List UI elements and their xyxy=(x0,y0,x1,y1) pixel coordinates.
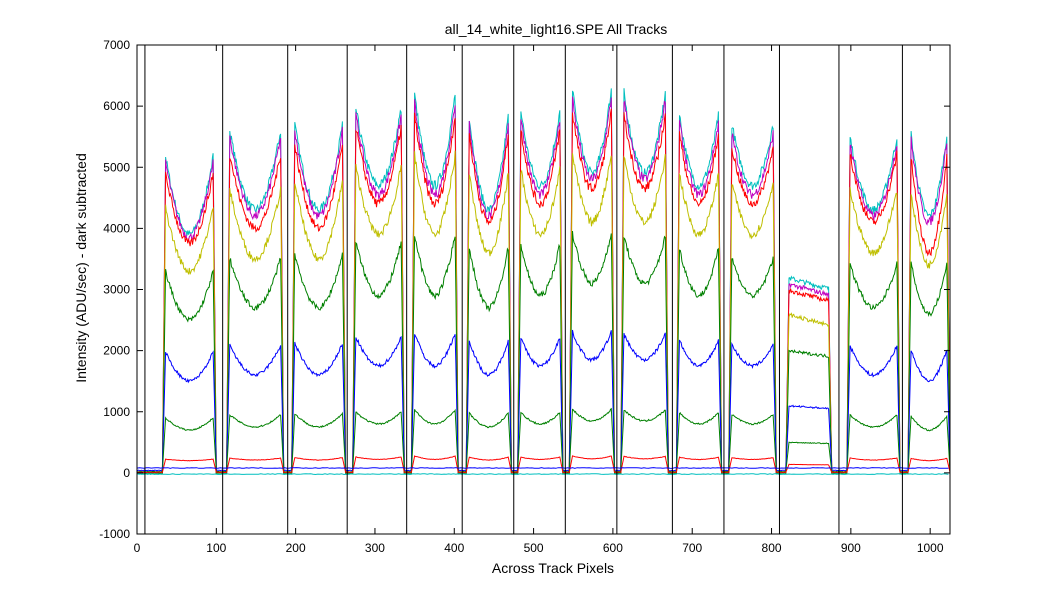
x-tick-label: 100 xyxy=(206,541,226,555)
y-axis-title: Intensity (ADU/sec) - dark subtracted xyxy=(73,153,89,383)
x-tick-label: 300 xyxy=(365,541,385,555)
series-line-2 xyxy=(136,96,951,474)
y-tick-label: 2000 xyxy=(103,344,130,358)
x-tick-label: 600 xyxy=(603,541,623,555)
y-tick-label: 1000 xyxy=(103,405,130,419)
y-axis: -1000 0 1000 2000 3000 4000 5000 6000 7000 xyxy=(99,38,950,541)
series-line-4 xyxy=(136,150,951,474)
baseline-line-2 xyxy=(136,473,949,476)
y-tick-label: 3000 xyxy=(103,283,130,297)
x-tick-label: 200 xyxy=(286,541,306,555)
x-tick-label: 500 xyxy=(524,541,544,555)
x-tick-label: 0 xyxy=(134,541,141,555)
x-tick-label: 900 xyxy=(841,541,861,555)
y-tick-label: 0 xyxy=(123,466,130,480)
y-tick-label: 6000 xyxy=(103,99,130,113)
x-axis-title: Across Track Pixels xyxy=(492,560,614,576)
plot-frame xyxy=(136,44,951,535)
x-tick-label: 800 xyxy=(762,541,782,555)
series-line-1 xyxy=(136,88,951,475)
x-tick-label: 400 xyxy=(444,541,464,555)
series-line-5 xyxy=(136,230,951,474)
plot-area xyxy=(136,45,951,534)
series-line-6 xyxy=(136,329,951,472)
x-axis: 0 100 200 300 400 500 600 700 800 900 1000 xyxy=(134,45,944,555)
series-line-7 xyxy=(136,407,951,473)
x-tick-label: 700 xyxy=(682,541,702,555)
baseline-line-1 xyxy=(136,467,949,469)
series-line-8 xyxy=(136,455,951,474)
x-tick-label: 1000 xyxy=(917,541,944,555)
y-tick-label: 5000 xyxy=(103,160,130,174)
y-tick-label: -1000 xyxy=(99,527,130,541)
series-line-3 xyxy=(136,108,951,474)
chart-title: all_14_white_light16.SPE All Tracks xyxy=(445,21,668,37)
y-tick-label: 4000 xyxy=(103,221,130,235)
y-tick-label: 7000 xyxy=(103,38,130,52)
